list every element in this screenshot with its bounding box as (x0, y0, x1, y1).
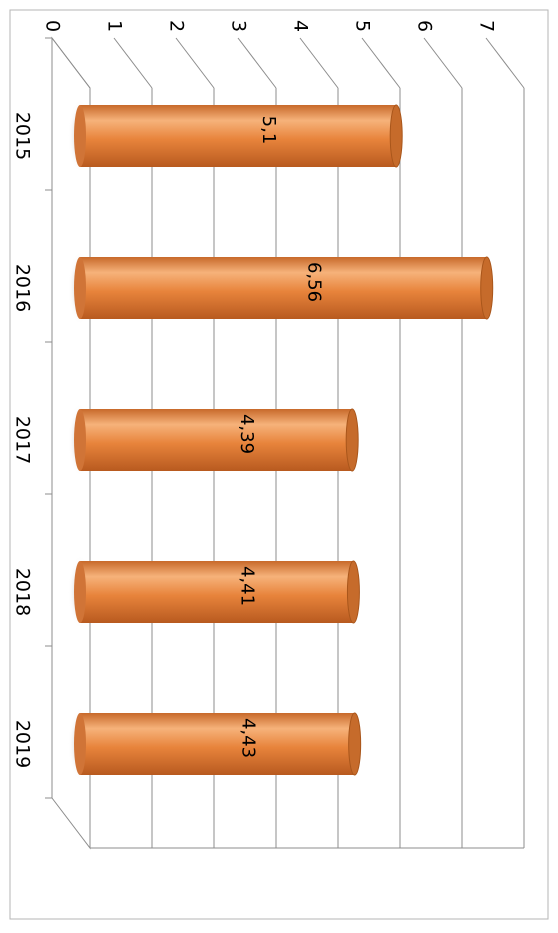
gridline-depth (485, 37, 525, 89)
bar-base-cap (74, 713, 86, 775)
bar-end-cap (348, 712, 362, 776)
bar-base-cap (74, 105, 86, 167)
bar-base-cap (74, 409, 86, 471)
gridline-depth (299, 37, 339, 89)
data-label: 6,56 (303, 262, 324, 302)
bar (80, 105, 397, 167)
tick-label: 1 (104, 20, 126, 32)
gridline-depth (113, 37, 153, 89)
tick-label: 0 (42, 20, 64, 32)
category-label: 2015 (12, 112, 34, 160)
category-label: 2017 (12, 416, 34, 464)
data-label: 4,39 (236, 414, 257, 454)
tick-label: 7 (476, 20, 498, 32)
gridline-depth (361, 37, 401, 89)
bar (80, 257, 487, 319)
bar-end-cap (480, 256, 494, 320)
tick-label: 5 (352, 20, 374, 32)
data-label: 4,41 (237, 566, 258, 606)
category-axis-labels: 2015 2016 2017 2018 2019 (12, 112, 34, 768)
tick-label: 4 (290, 20, 312, 32)
bar-base-cap (74, 257, 86, 319)
bar-base-cap (74, 561, 86, 623)
category-label: 2018 (12, 568, 34, 616)
gridline-depth (237, 37, 277, 89)
data-label: 4,43 (237, 718, 258, 758)
category-label: 2016 (12, 264, 34, 312)
gridline-depth (51, 37, 91, 89)
bars: 5,1 6,56 4,39 4,41 4,43 (68, 99, 494, 781)
category-label: 2019 (12, 720, 34, 768)
tick-label: 6 (414, 20, 436, 32)
gridline-depth (423, 37, 463, 89)
tick-label: 3 (228, 20, 250, 32)
bar (80, 561, 354, 623)
bar-end-cap (389, 104, 403, 168)
bar-end-cap (345, 408, 359, 472)
value-axis-ticks: 0 1 2 3 4 5 6 7 (42, 20, 498, 32)
bar (80, 713, 355, 775)
tick-label: 2 (166, 20, 188, 32)
data-label: 5,1 (258, 116, 279, 145)
bar (80, 409, 353, 471)
chart-border (9, 9, 549, 920)
bar-end-cap (346, 560, 360, 624)
gridline-depth (175, 37, 215, 89)
